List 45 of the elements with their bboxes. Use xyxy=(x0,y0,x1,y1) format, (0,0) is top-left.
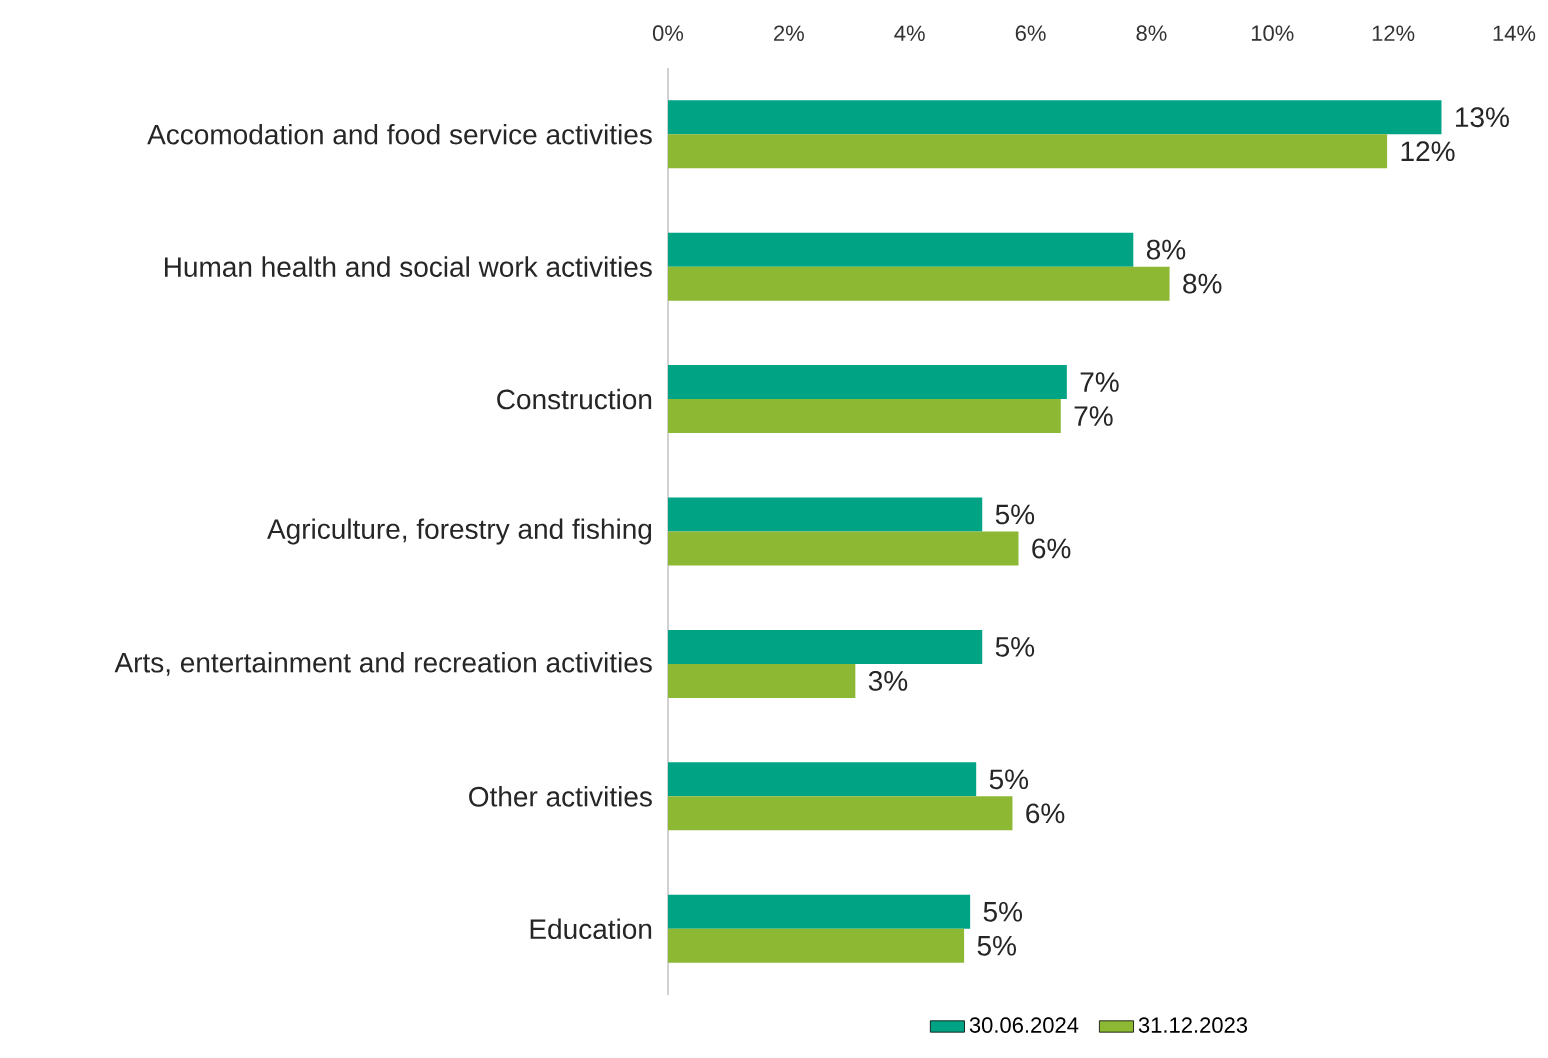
x-tick-label: 0% xyxy=(652,25,684,41)
data-label: 12% xyxy=(1401,141,1455,162)
bar xyxy=(668,232,1134,267)
data-label: 7% xyxy=(1080,372,1119,392)
bar xyxy=(668,266,1170,301)
y-tick-label: Arts, entertainment and recreation activities xyxy=(114,651,652,676)
y-tick-label: Other activities xyxy=(469,786,652,807)
data-label: 5% xyxy=(995,637,1035,657)
data-label: 8% xyxy=(1183,273,1222,294)
bar xyxy=(668,531,1019,566)
x-tick-label: 4% xyxy=(894,25,925,41)
y-tick-label: Education xyxy=(530,918,652,940)
x-tick-label: 8% xyxy=(1136,25,1167,41)
bar xyxy=(668,399,1061,434)
bar xyxy=(668,134,1388,169)
bar xyxy=(668,365,1067,400)
data-label: 5% xyxy=(995,504,1035,525)
x-tick-label: 12% xyxy=(1372,25,1415,41)
bar xyxy=(668,497,983,532)
legend-label: 30.06.2024 xyxy=(969,1017,1079,1033)
data-label: 13% xyxy=(1456,107,1509,128)
data-label: 6% xyxy=(1026,803,1065,824)
bar xyxy=(668,894,971,929)
x-tick-label: 6% xyxy=(1015,25,1046,41)
bar xyxy=(668,796,1013,831)
data-label: 7% xyxy=(1074,406,1113,426)
data-label: 6% xyxy=(1032,538,1071,559)
data-label: 3% xyxy=(868,670,908,691)
x-tick-label: 2% xyxy=(774,25,804,41)
bar xyxy=(668,629,983,664)
data-label: 5% xyxy=(977,935,1016,956)
legend-label: 31.12.2023 xyxy=(1138,1017,1248,1033)
y-tick-label: Agriculture, forestry and fishing xyxy=(267,518,652,545)
y-tick-label: Human health and social work activities xyxy=(164,256,652,277)
x-tick-label: 14% xyxy=(1493,25,1536,41)
bar xyxy=(668,663,856,698)
y-tick-label: Construction xyxy=(497,388,652,410)
bar xyxy=(668,100,1442,135)
y-tick-label: Accomodation and food service activities xyxy=(147,123,652,145)
x-tick-label: 10% xyxy=(1251,25,1294,41)
data-label: 5% xyxy=(989,769,1029,790)
bar xyxy=(668,928,965,963)
data-label: 8% xyxy=(1146,239,1186,260)
bar xyxy=(668,762,977,797)
data-label: 5% xyxy=(983,901,1023,922)
